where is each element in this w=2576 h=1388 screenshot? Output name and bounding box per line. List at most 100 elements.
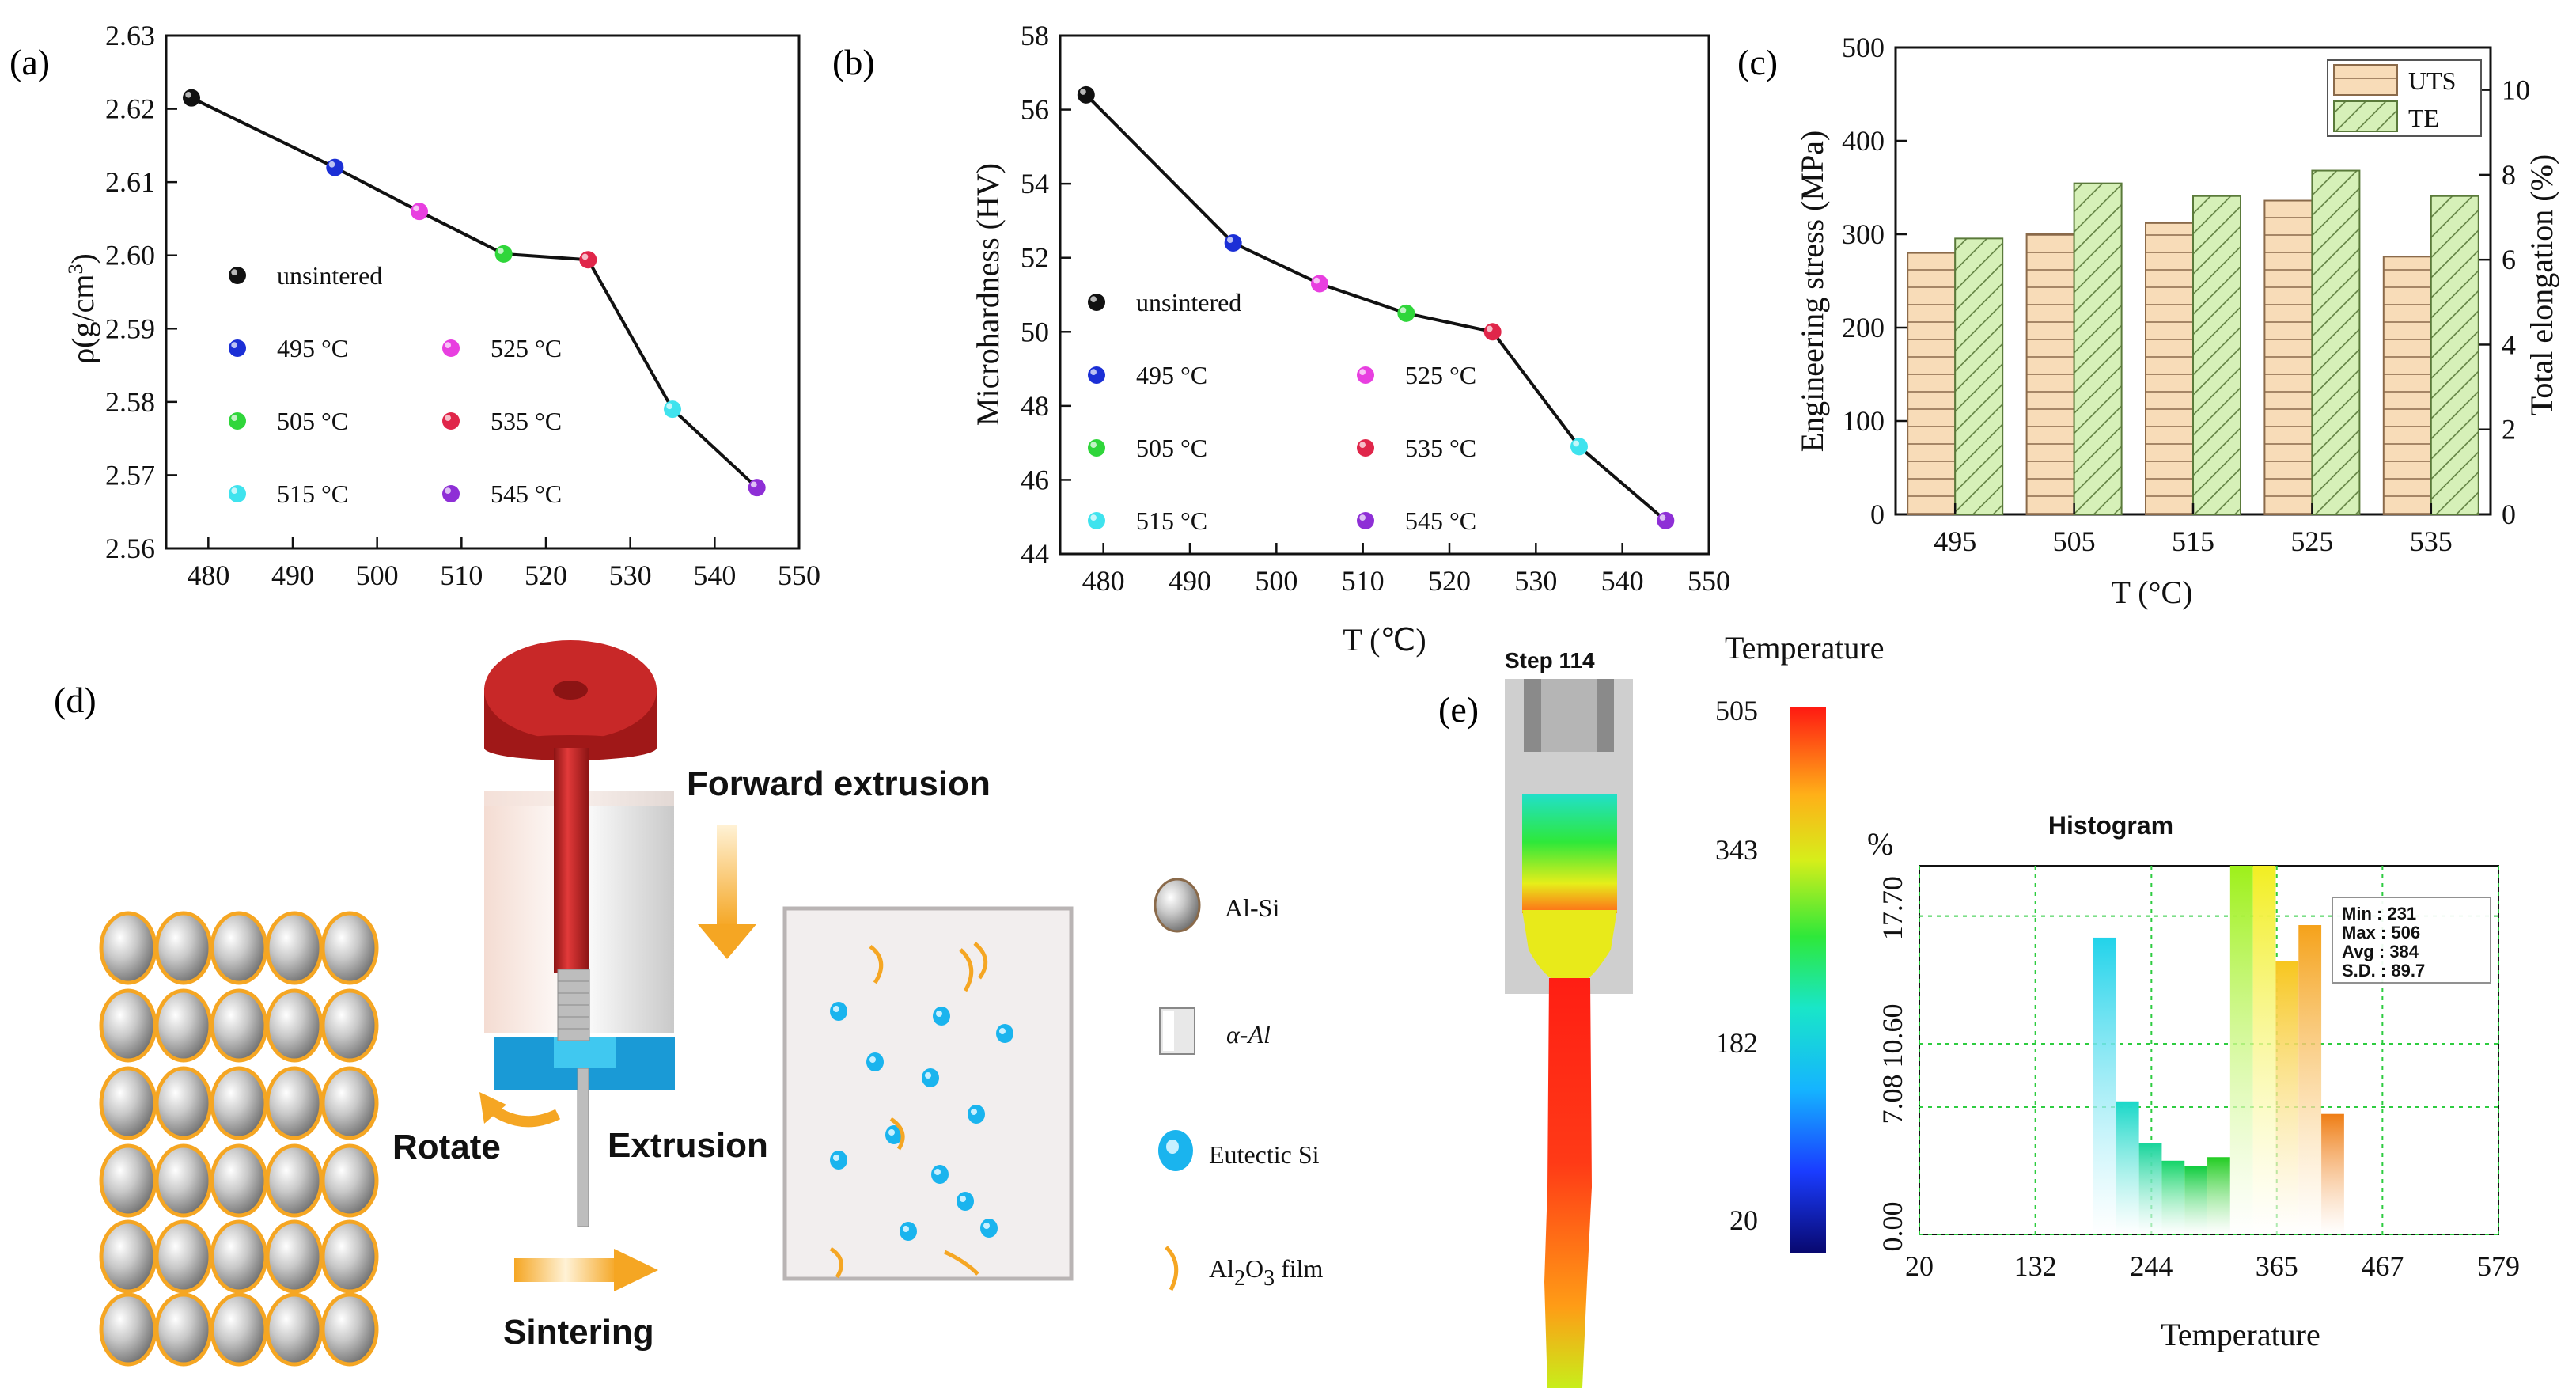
legend-marker-highlight	[231, 415, 237, 422]
panel-b-ylabel: Microhardness (HV)	[970, 163, 1006, 426]
forward-extrusion-label: Forward extrusion	[687, 764, 991, 803]
data-point-highlight	[581, 253, 589, 260]
stat-separator: :	[2374, 942, 2390, 961]
panel-c: (c) 0 100 200 300 400 500 0 2 4 6 8 10 495 505 515 52…	[1737, 32, 2559, 610]
legend-marker	[229, 267, 246, 284]
legend-label: 495 °C	[1136, 361, 1207, 389]
legend-label: 545 °C	[491, 480, 562, 508]
histogram-bar	[2116, 1101, 2139, 1234]
data-point	[1657, 511, 1675, 529]
legend-label: 525 °C	[491, 334, 562, 362]
histogram-bar	[2298, 925, 2322, 1234]
extruded-rod	[577, 1068, 589, 1227]
data-point-highlight	[666, 403, 673, 410]
panel-e: (e) Step 114 Temperature 505 343 182 20 His…	[1438, 630, 2520, 1388]
ytick-label: 54	[1021, 168, 1049, 199]
legend-marker	[1088, 366, 1105, 384]
al-si-particle	[154, 911, 213, 985]
al-si-particle	[99, 988, 157, 1063]
panel-c-ylabel: Engineering stress (MPa)	[1794, 131, 1830, 453]
al-si-particle	[265, 988, 324, 1063]
histogram-bar	[2321, 1113, 2344, 1234]
ytick-label: 0	[1870, 499, 1885, 530]
uts-bar	[2145, 222, 2194, 515]
legend-label: 505 °C	[277, 407, 348, 435]
al-si-particle	[154, 988, 213, 1063]
sintering-arrow	[514, 1258, 617, 1282]
eutectic-si-particle	[900, 1222, 917, 1241]
panel-c-bars	[1907, 169, 2479, 516]
data-point	[411, 203, 428, 221]
al-si-particle	[154, 1066, 213, 1140]
eutectic-si-particle	[830, 1002, 847, 1021]
data-point	[1077, 85, 1095, 104]
ytick-label: 2.63	[105, 20, 155, 51]
stat-label: Min	[2342, 904, 2372, 923]
xtick-label: 530	[609, 559, 652, 591]
xtick-label: 505	[2053, 525, 2096, 557]
histogram-bar	[2093, 937, 2116, 1234]
forward-arrow	[717, 825, 737, 927]
stat-separator: :	[2376, 961, 2392, 980]
eutectic-si-particle	[980, 1219, 998, 1238]
xtick-label: 520	[525, 559, 567, 591]
panel-a-label: (a)	[9, 42, 50, 82]
data-point-highlight	[1226, 237, 1233, 243]
al2o3-film	[959, 948, 974, 992]
ytick-label: 2.58	[105, 386, 155, 418]
ytick-right-label: 0	[2502, 499, 2516, 530]
eutectic-si-particle	[968, 1105, 985, 1124]
ytick-label: 400	[1842, 125, 1885, 157]
ytick-label: 2.60	[105, 240, 155, 271]
legend-marker-highlight	[1359, 369, 1366, 375]
legend-marker-highlight	[231, 269, 237, 275]
eutectic-si-particle	[933, 1007, 950, 1026]
al-si-particle	[210, 1143, 268, 1218]
stat-label: S.D.	[2342, 961, 2376, 980]
legend-al2o3: Al2O3 film	[1209, 1254, 1324, 1291]
data-point-highlight	[750, 481, 757, 488]
legend-label: 495 °C	[277, 334, 348, 362]
panel-a-xticks: 480 490 500 510 520 530 540 550	[187, 537, 820, 591]
data-point-highlight	[413, 205, 420, 212]
data-point	[1397, 304, 1415, 322]
data-point	[326, 158, 344, 176]
al-si-particle	[99, 1066, 157, 1140]
hist-ytick-label: 10.60	[1877, 1004, 1908, 1068]
colorbar-tick: 343	[1715, 834, 1758, 866]
hist-xtick-label: 20	[1905, 1250, 1934, 1282]
ytick-label: 2.59	[105, 313, 155, 344]
simulation-rod	[1544, 978, 1592, 1388]
ytick-right-label: 6	[2502, 244, 2516, 275]
xtick-label: 500	[356, 559, 399, 591]
legend-marker	[229, 485, 246, 502]
al2o3-film	[973, 942, 988, 980]
histogram-bar	[2252, 866, 2276, 1234]
uts-bar	[2263, 199, 2313, 516]
microstructure-content	[829, 942, 1013, 1279]
stat-line: S.D. : 89.7	[2342, 961, 2425, 980]
ytick-label: 50	[1021, 316, 1049, 347]
ytick-label: 300	[1842, 218, 1885, 250]
data-point-highlight	[1486, 325, 1493, 332]
al-si-particle	[265, 1292, 324, 1367]
legend-label: 535 °C	[491, 407, 562, 435]
panel-a-yticks: 2.56 2.57 2.58 2.59 2.60 2.61 2.62 2.63	[105, 20, 177, 564]
panel-a-ylabel: ρ(g/cm3)	[64, 253, 100, 364]
al-si-particle	[320, 1143, 379, 1218]
legend-label: 505 °C	[1136, 434, 1207, 462]
al-si-particle	[154, 1292, 213, 1367]
legend-marker	[1088, 294, 1105, 311]
al-si-particle	[265, 1143, 324, 1218]
data-point	[1311, 275, 1328, 293]
eutectic-si-highlight	[983, 1223, 990, 1229]
histogram-title: Histogram	[2048, 811, 2173, 840]
uts-bar	[2025, 233, 2075, 515]
panel-c-xlabel: T (°C)	[2111, 575, 2192, 610]
eutectic-si-particle	[830, 1151, 847, 1170]
hist-ytick-label: 7.08	[1877, 1075, 1908, 1124]
panel-b-frame	[1059, 34, 1710, 556]
stat-label: Max	[2342, 923, 2377, 942]
data-point	[664, 400, 681, 419]
